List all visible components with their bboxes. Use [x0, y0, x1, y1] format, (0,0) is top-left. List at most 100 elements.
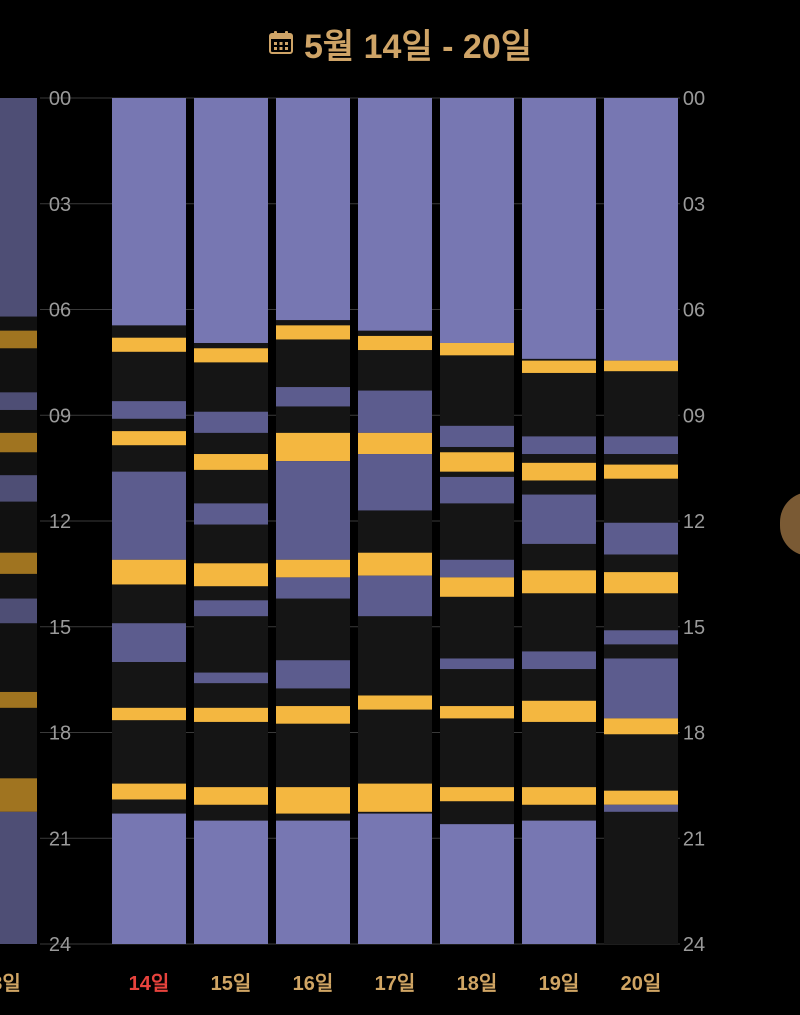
feed-segment[interactable]: [358, 783, 432, 812]
y-tick-label-right: 00: [683, 88, 705, 110]
feed-segment[interactable]: [604, 360, 678, 372]
feed-segment[interactable]: [112, 559, 186, 585]
sleep-segment[interactable]: [522, 820, 596, 944]
sleep-segment[interactable]: [440, 824, 514, 944]
sleep-segment[interactable]: [276, 820, 350, 944]
feed-segment[interactable]: [276, 432, 350, 462]
y-tick-label-left: 12: [49, 511, 71, 533]
day-label[interactable]: 14일: [129, 972, 170, 995]
feed-segment[interactable]: [522, 787, 596, 805]
nap-segment[interactable]: [522, 436, 596, 455]
nap-segment[interactable]: [112, 623, 186, 662]
nap-segment[interactable]: [604, 658, 678, 719]
nap-segment[interactable]: [440, 425, 514, 447]
feed-segment[interactable]: [522, 462, 596, 481]
feed-segment[interactable]: [358, 432, 432, 455]
feed-segment[interactable]: [604, 464, 678, 479]
nap-segment[interactable]: [276, 577, 350, 599]
prev-week-segment-feed_dim: [0, 691, 37, 708]
sleep-segment[interactable]: [358, 98, 432, 331]
week-header[interactable]: 5월 14일 - 20일: [0, 18, 800, 68]
day-label[interactable]: 18일: [457, 972, 498, 995]
day-label[interactable]: 15일: [211, 972, 252, 995]
feed-segment[interactable]: [276, 325, 350, 340]
prev-week-segment-feed_dim: [0, 330, 37, 349]
feed-segment[interactable]: [440, 577, 514, 597]
feed-segment[interactable]: [194, 454, 268, 470]
feed-segment[interactable]: [604, 572, 678, 594]
nap-segment[interactable]: [604, 630, 678, 645]
sleep-segment[interactable]: [440, 98, 514, 343]
nap-segment[interactable]: [276, 660, 350, 689]
y-tick-label-left: 15: [49, 617, 71, 639]
feed-segment[interactable]: [522, 570, 596, 594]
sleep-segment[interactable]: [358, 813, 432, 944]
feed-segment[interactable]: [194, 563, 268, 587]
feed-segment[interactable]: [194, 707, 268, 722]
nap-segment[interactable]: [440, 476, 514, 504]
nap-segment[interactable]: [604, 522, 678, 555]
prev-week-segment-sleep_dim: [0, 98, 37, 317]
feed-segment[interactable]: [112, 337, 186, 352]
feed-segment[interactable]: [440, 452, 514, 472]
nap-segment[interactable]: [358, 390, 432, 433]
feed-segment[interactable]: [440, 787, 514, 802]
sleep-segment[interactable]: [194, 98, 268, 343]
feed-segment[interactable]: [112, 707, 186, 721]
nap-segment[interactable]: [194, 503, 268, 525]
feed-segment[interactable]: [194, 787, 268, 805]
feed-segment[interactable]: [112, 431, 186, 446]
y-tick-label-right: 09: [683, 405, 705, 427]
nap-segment[interactable]: [112, 401, 186, 419]
nap-segment[interactable]: [440, 658, 514, 670]
sleep-segment[interactable]: [194, 820, 268, 944]
feed-segment[interactable]: [522, 700, 596, 722]
y-tick-label-left: 06: [49, 300, 71, 322]
nap-segment[interactable]: [112, 471, 186, 560]
feed-segment[interactable]: [276, 787, 350, 814]
feed-segment[interactable]: [358, 552, 432, 576]
feed-segment[interactable]: [276, 559, 350, 578]
prev-week-segment-feed_dim: [0, 432, 37, 453]
y-tick-label-right: 12: [683, 511, 705, 533]
feed-segment[interactable]: [604, 718, 678, 735]
prev-week-segment-sleep_dim: [0, 598, 37, 624]
nap-segment[interactable]: [440, 559, 514, 578]
day-label[interactable]: 17일: [375, 972, 416, 995]
feed-segment[interactable]: [522, 360, 596, 373]
nap-segment[interactable]: [358, 454, 432, 511]
feed-segment[interactable]: [440, 342, 514, 356]
nap-segment[interactable]: [194, 600, 268, 617]
nap-segment[interactable]: [358, 575, 432, 617]
sleep-segment[interactable]: [276, 98, 350, 321]
feed-segment[interactable]: [194, 348, 268, 363]
sleep-segment[interactable]: [522, 98, 596, 359]
y-tick-label-left: 09: [49, 405, 71, 427]
day-label[interactable]: 20일: [621, 972, 662, 995]
day-label[interactable]: 16일: [293, 972, 334, 995]
nap-segment[interactable]: [194, 672, 268, 684]
scroll-handle[interactable]: [780, 492, 800, 556]
sleep-segment[interactable]: [112, 98, 186, 326]
feed-segment[interactable]: [440, 706, 514, 719]
feed-segment[interactable]: [112, 783, 186, 800]
sleep-segment[interactable]: [604, 98, 678, 361]
day-label[interactable]: 19일: [539, 972, 580, 995]
y-tick-label-right: 24: [683, 934, 705, 956]
nap-segment[interactable]: [194, 411, 268, 433]
nap-segment[interactable]: [276, 461, 350, 560]
y-tick-label-right: 15: [683, 617, 705, 639]
prev-week-segment-sleep_dim: [0, 811, 37, 944]
nap-segment[interactable]: [604, 436, 678, 455]
feed-segment[interactable]: [604, 790, 678, 805]
nap-segment[interactable]: [604, 804, 678, 812]
nap-segment[interactable]: [522, 651, 596, 670]
nap-segment[interactable]: [276, 387, 350, 407]
feed-segment[interactable]: [358, 335, 432, 351]
sleep-segment[interactable]: [112, 813, 186, 944]
nap-segment[interactable]: [522, 494, 596, 544]
feed-segment[interactable]: [358, 695, 432, 710]
feed-segment[interactable]: [276, 706, 350, 724]
y-tick-label-left: 00: [49, 88, 71, 110]
